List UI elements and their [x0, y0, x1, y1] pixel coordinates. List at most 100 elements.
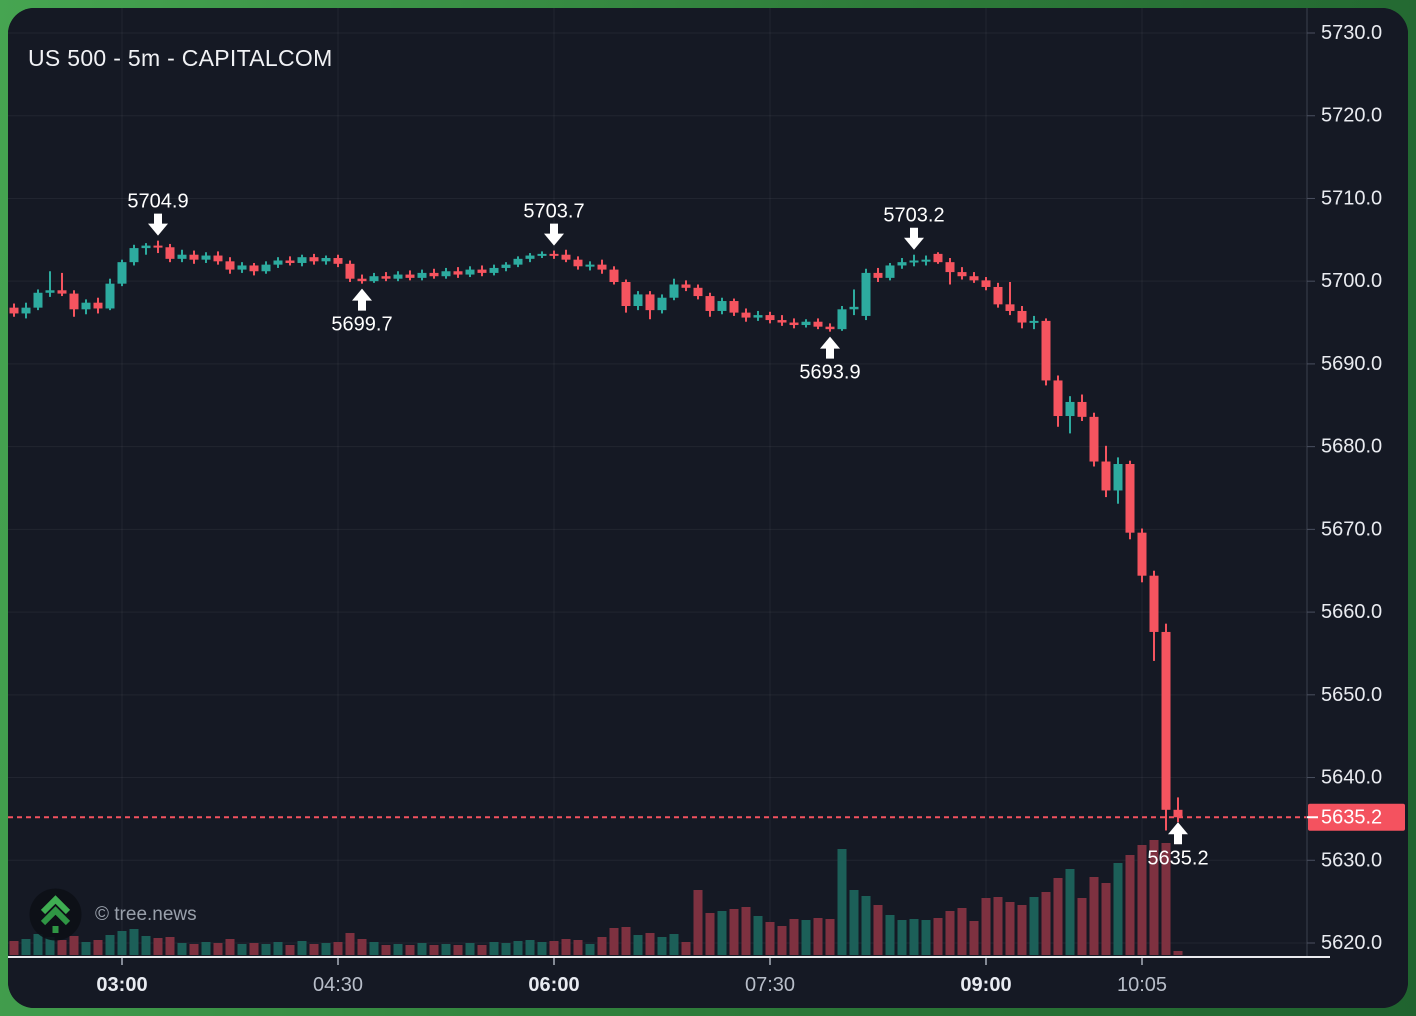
- candle-body: [105, 283, 115, 309]
- candle-body: [717, 301, 727, 311]
- volume-bar: [621, 927, 631, 955]
- candle: [1149, 570, 1159, 661]
- price-axis[interactable]: 5730.0 5720.0 5710.0 5700.0 5690.0 5680.0 5670…: [1306, 8, 1382, 957]
- volume-bar: [465, 943, 475, 955]
- volume-bar: [1065, 869, 1075, 955]
- volume-bar: [561, 939, 571, 955]
- volume-bar: [321, 943, 331, 955]
- volume-bar: [105, 935, 115, 955]
- time-axis[interactable]: 03:00 04:30 06:00 07:30 09:00 10:05: [8, 956, 1330, 996]
- candle-body: [513, 258, 523, 265]
- candle-body: [909, 260, 919, 263]
- candle-body: [69, 293, 79, 310]
- volume-bar: [669, 934, 679, 955]
- arrow-down-icon: [904, 227, 924, 250]
- candle: [357, 274, 367, 284]
- candle: [789, 318, 799, 329]
- candle-body: [957, 272, 967, 277]
- arrow-down-icon: [148, 213, 168, 236]
- volume-bar: [297, 941, 307, 955]
- candle: [873, 267, 883, 283]
- volume-bar: [1161, 843, 1171, 955]
- candle: [621, 279, 631, 313]
- candle: [1017, 305, 1027, 329]
- candle: [201, 252, 211, 263]
- candle-body: [285, 260, 295, 263]
- candle: [585, 261, 595, 271]
- candle-body: [345, 263, 355, 279]
- candle-body: [177, 254, 187, 259]
- candle-body: [1065, 401, 1075, 417]
- volume-bar: [789, 919, 799, 955]
- annotation-label: 5703.7: [523, 201, 584, 223]
- volume-bar: [777, 926, 787, 955]
- volume-bar: [345, 933, 355, 955]
- candle: [345, 260, 355, 283]
- candle: [1137, 528, 1147, 583]
- volume-bar: [645, 933, 655, 955]
- candle-body: [645, 294, 655, 311]
- candlestick-chart[interactable]: 5704.95699.75703.75693.95703.25635.25730…: [8, 8, 1408, 1008]
- volume-bar: [129, 929, 139, 955]
- candle: [1077, 394, 1087, 421]
- candle-body: [945, 262, 955, 273]
- candle-body: [969, 276, 979, 281]
- candle-body: [273, 260, 283, 265]
- candle: [633, 291, 643, 311]
- candle: [669, 278, 679, 301]
- volume-bar: [933, 918, 943, 955]
- candle: [813, 318, 823, 330]
- candle: [765, 311, 775, 324]
- candle-body: [165, 247, 175, 259]
- candle: [309, 253, 319, 265]
- volume-bar: [537, 942, 547, 955]
- candle: [477, 265, 487, 277]
- candle: [45, 271, 55, 297]
- y-axis-label: 5710.0: [1321, 187, 1382, 209]
- candle: [153, 240, 163, 254]
- candle-body: [753, 315, 763, 318]
- candle: [225, 257, 235, 274]
- annotation-label: 5699.7: [331, 314, 392, 336]
- volume-bar: [1173, 951, 1183, 955]
- candle-body: [501, 264, 511, 268]
- candle: [117, 259, 127, 287]
- candle: [969, 272, 979, 283]
- volume-bar: [1077, 898, 1087, 955]
- volume-bar: [921, 920, 931, 955]
- volume-bar: [1053, 878, 1063, 955]
- candle: [717, 297, 727, 315]
- candle: [417, 269, 427, 281]
- volume-bar: [585, 944, 595, 955]
- candle-body: [33, 292, 43, 308]
- candle: [861, 268, 871, 321]
- volume-bar: [909, 919, 919, 955]
- candle: [1005, 282, 1015, 316]
- candle: [945, 258, 955, 285]
- candle-body: [237, 265, 247, 270]
- candle: [129, 244, 139, 266]
- candle: [141, 243, 151, 255]
- candle-body: [93, 302, 103, 309]
- candle-body: [705, 296, 715, 311]
- chart-panel: 5704.9 5699.7 5703.7 5693.9 5703.2 5635.2 5730…: [8, 8, 1408, 1008]
- candle-body: [9, 307, 19, 314]
- candle: [489, 264, 499, 276]
- candle-body: [1017, 310, 1027, 323]
- candle: [897, 258, 907, 269]
- volume-bar: [741, 907, 751, 955]
- candle-body: [333, 258, 343, 264]
- volume-bar: [249, 943, 259, 955]
- candle-body: [261, 264, 271, 272]
- candle-body: [741, 312, 751, 318]
- candle-body: [801, 321, 811, 326]
- volume-bar: [201, 942, 211, 955]
- y-axis-label: 5660.0: [1321, 601, 1382, 623]
- candle: [1041, 318, 1051, 386]
- volume-bar: [945, 911, 955, 955]
- current-price-axis-label: 5635.2: [1307, 803, 1405, 831]
- volume-bar: [885, 915, 895, 955]
- volume-bar: [993, 897, 1003, 955]
- volume-bar: [285, 945, 295, 955]
- candles: [9, 240, 1183, 831]
